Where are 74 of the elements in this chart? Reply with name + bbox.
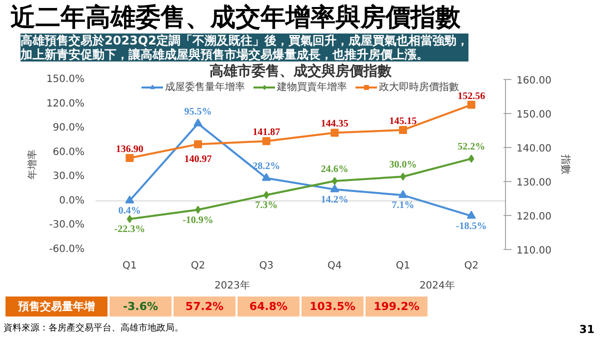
y2-tick-label: 130.00 xyxy=(516,178,552,188)
y-tick-label: 150.0% xyxy=(46,74,85,85)
y-tick-label: 90.0% xyxy=(52,122,85,134)
legend-label: 政大即時房價指數 xyxy=(379,80,459,93)
data-label: -22.3% xyxy=(114,224,146,235)
y2-tick-label: 160.00 xyxy=(516,76,552,86)
point xyxy=(194,140,202,148)
point xyxy=(399,126,407,134)
point xyxy=(194,118,202,126)
point xyxy=(195,206,201,214)
y2-tick-label: 150.00 xyxy=(516,110,552,120)
y-axis-title: 年增率 xyxy=(26,150,38,180)
x-tick-label: Q4 xyxy=(328,260,342,272)
point xyxy=(398,190,408,198)
data-label: 28.2% xyxy=(252,161,280,172)
y-tick-label: 30.0% xyxy=(52,171,85,182)
y-tick-label: 120.0% xyxy=(46,98,85,110)
x-tick-label: Q1 xyxy=(396,260,410,272)
data-label: 145.15 xyxy=(389,116,417,127)
data-label: 152.56 xyxy=(458,90,486,102)
y-tick-label: -30.0% xyxy=(49,220,85,231)
data-label: 136.90 xyxy=(116,144,144,156)
data-label: 0.4% xyxy=(118,206,141,217)
data-label: 144.35 xyxy=(320,118,348,130)
data-label: -18.5% xyxy=(456,220,487,232)
point xyxy=(262,172,271,181)
point xyxy=(125,195,134,204)
data-label: 7.1% xyxy=(392,200,414,212)
point xyxy=(262,137,270,146)
y2-tick-label: 140.00 xyxy=(516,144,552,154)
data-label: 95.5% xyxy=(184,106,212,118)
chart-subtitle: 高雄市委售、成交與房價指數 xyxy=(210,62,392,80)
x-tick-label: Q3 xyxy=(259,260,274,272)
text: 預售交易量年增 xyxy=(17,300,95,313)
y2-tick-label: 110.00 xyxy=(516,246,552,256)
text: 57.2% xyxy=(185,300,224,313)
x-tick-label: Q1 xyxy=(122,260,137,272)
point xyxy=(400,172,406,181)
point xyxy=(466,210,476,219)
data-label: 140.97 xyxy=(184,154,212,166)
point xyxy=(330,184,340,192)
x-tick-label: Q2 xyxy=(464,260,478,272)
text: 103.5% xyxy=(310,300,356,313)
source-note: 資料來源：各房產交易平台、高雄市地政局。 xyxy=(4,322,184,334)
text: 199.2% xyxy=(374,300,420,313)
point xyxy=(264,191,270,200)
data-label: 24.6% xyxy=(320,164,348,176)
point xyxy=(330,128,339,137)
point xyxy=(468,154,474,163)
text: 64.8% xyxy=(249,300,288,313)
point xyxy=(467,100,476,109)
text: 31 xyxy=(579,323,595,336)
data-label: 141.87 xyxy=(252,127,280,138)
text: 2024年 xyxy=(419,280,455,292)
data-label: 30.0% xyxy=(389,160,417,171)
x-tick-label: Q2 xyxy=(190,260,206,272)
y-tick-label: 60.0% xyxy=(52,146,85,158)
data-label: -10.9% xyxy=(182,214,214,226)
text: 2023年 xyxy=(214,280,250,292)
data-label: 52.2% xyxy=(458,142,486,153)
point xyxy=(126,154,134,162)
text: -3.6% xyxy=(122,300,158,313)
y-tick-label: 0.0% xyxy=(59,195,84,206)
y2-tick-label: 120.00 xyxy=(516,212,552,222)
point xyxy=(332,177,338,186)
y2-axis-title: 指數 xyxy=(559,154,572,174)
point xyxy=(126,214,132,223)
data-label: 7.3% xyxy=(255,200,278,212)
legend-label: 成屋委售量年增率 xyxy=(165,80,245,94)
data-label: 14.2% xyxy=(320,194,348,206)
chart-title: 近二年高雄委售、成交年增率與房價指數 xyxy=(10,2,462,32)
text: 高雄預售交易於2023Q2定調「不溯及既往」後，買氣回升，成屋買氣也相當強勁，加上新青安促動下，讓高雄成屋與預售市場交易爆量成長，也推升房價上漲。 xyxy=(20,34,468,62)
y-tick-label: -60.0% xyxy=(49,244,85,255)
legend-label: 建物買賣年增率 xyxy=(277,80,347,94)
